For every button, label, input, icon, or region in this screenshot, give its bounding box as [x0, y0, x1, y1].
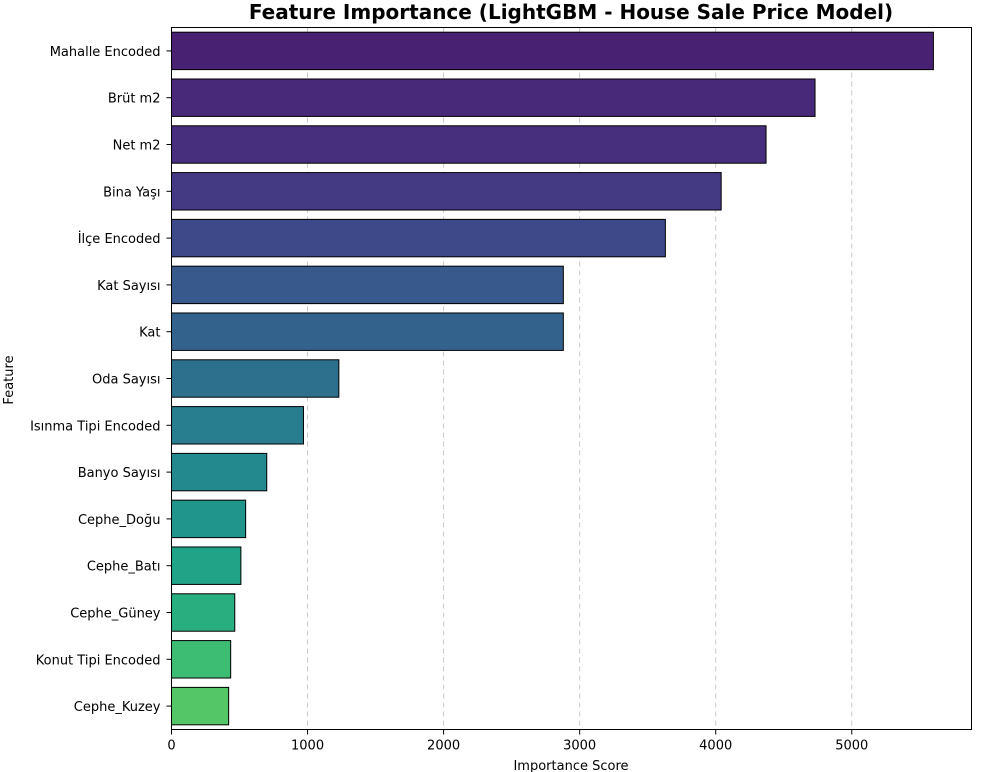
- bar-12: [171, 593, 236, 632]
- y-tick-label-9: Banyo Sayısı: [78, 466, 161, 481]
- y-tick-label-3: Bina Yaşı: [103, 185, 160, 200]
- bar-7: [171, 359, 340, 398]
- bar-11: [171, 546, 242, 585]
- chart-title: Feature Importance (LightGBM - House Sal…: [249, 0, 893, 24]
- x-tick-label-1: 1000: [291, 739, 324, 754]
- bar-1: [171, 78, 816, 117]
- y-axis-ticks: Mahalle Encoded Brüt m2 Net m2 Bina Yaşı İlç…: [30, 45, 172, 715]
- y-tick-label-2: Net m2: [113, 139, 161, 154]
- bar-3: [171, 172, 722, 211]
- y-tick-label-5: Kat Sayısı: [97, 279, 160, 294]
- bar-14: [171, 686, 230, 726]
- x-tick-label-0: 0: [167, 739, 175, 754]
- bars: [171, 31, 934, 726]
- bar-4: [171, 218, 666, 258]
- bar-0: [171, 31, 934, 71]
- x-tick-label-3: 3000: [563, 739, 596, 754]
- x-axis-label: Importance Score: [513, 759, 628, 772]
- y-tick-label-12: Cephe_Güney: [70, 607, 161, 622]
- y-tick-label-8: Isınma Tipi Encoded: [30, 419, 160, 434]
- y-tick-label-11: Cephe_Batı: [87, 560, 161, 575]
- y-tick-label-4: İlçe Encoded: [78, 231, 161, 247]
- y-tick-label-14: Cephe_Kuzey: [74, 700, 161, 715]
- y-tick-label-13: Konut Tipi Encoded: [36, 653, 161, 668]
- bar-2: [171, 125, 767, 164]
- y-tick-label-7: Oda Sayısı: [92, 373, 161, 388]
- y-tick-label-6: Kat: [139, 326, 160, 341]
- y-tick-label-1: Brüt m2: [108, 92, 161, 107]
- y-tick-label-10: Cephe_Doğu: [78, 513, 161, 528]
- y-tick-label-0: Mahalle Encoded: [50, 45, 161, 60]
- x-tick-label-2: 2000: [427, 739, 460, 754]
- bar-6: [171, 312, 564, 351]
- bar-9: [171, 452, 268, 492]
- x-axis-ticks: 0 1000 2000 3000 4000 5000: [167, 729, 868, 754]
- bar-8: [171, 406, 304, 445]
- bar-13: [171, 640, 232, 679]
- bar-10: [171, 499, 247, 539]
- bar-5: [171, 265, 564, 305]
- x-tick-label-4: 4000: [699, 739, 732, 754]
- y-axis-label: Feature: [2, 355, 17, 404]
- x-tick-label-5: 5000: [835, 739, 868, 754]
